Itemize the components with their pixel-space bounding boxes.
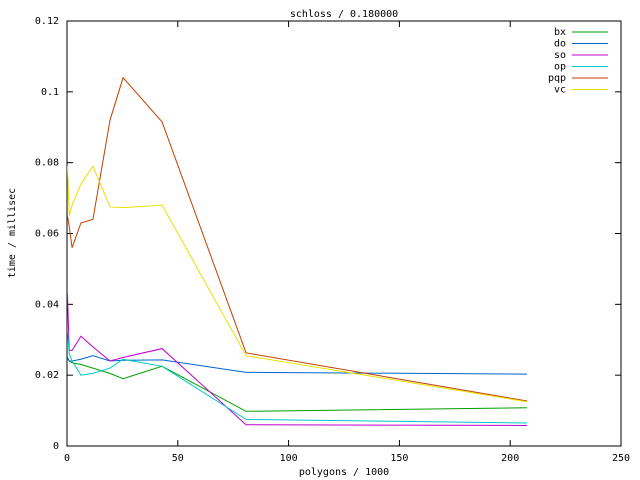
series-line	[66, 76, 528, 402]
series-line	[66, 357, 528, 412]
x-axis-label: polygons / 1000	[299, 467, 389, 478]
legend-label: so	[554, 50, 566, 61]
series-line	[66, 329, 528, 424]
legend-label: vc	[554, 85, 566, 96]
y-tick-label: 0.04	[35, 299, 59, 310]
y-tick-label: 0	[53, 441, 59, 452]
series-line	[66, 355, 528, 375]
y-tick-label: 0.06	[35, 229, 59, 240]
y-tick-label: 0.12	[35, 16, 59, 27]
plot-border	[66, 20, 622, 447]
y-tick-label: 0.08	[35, 158, 59, 169]
x-tick-label: 0	[64, 453, 70, 464]
series-line	[66, 293, 528, 426]
y-tick-label: 0.1	[41, 87, 59, 98]
legend-label: pqp	[548, 73, 566, 84]
chart-title: schloss / 0.180000	[290, 9, 398, 20]
y-tick-label: 0.02	[35, 370, 59, 381]
y-axis-label: time / millisec	[7, 188, 18, 278]
legend-label: do	[554, 39, 566, 50]
legend-label: op	[554, 62, 566, 73]
x-tick-label: 100	[280, 453, 298, 464]
x-tick-label: 150	[390, 453, 408, 464]
legend-label: bx	[554, 27, 566, 38]
series-line	[66, 165, 528, 403]
x-tick-label: 200	[501, 453, 519, 464]
x-tick-label: 250	[612, 453, 630, 464]
x-tick-label: 50	[172, 453, 184, 464]
